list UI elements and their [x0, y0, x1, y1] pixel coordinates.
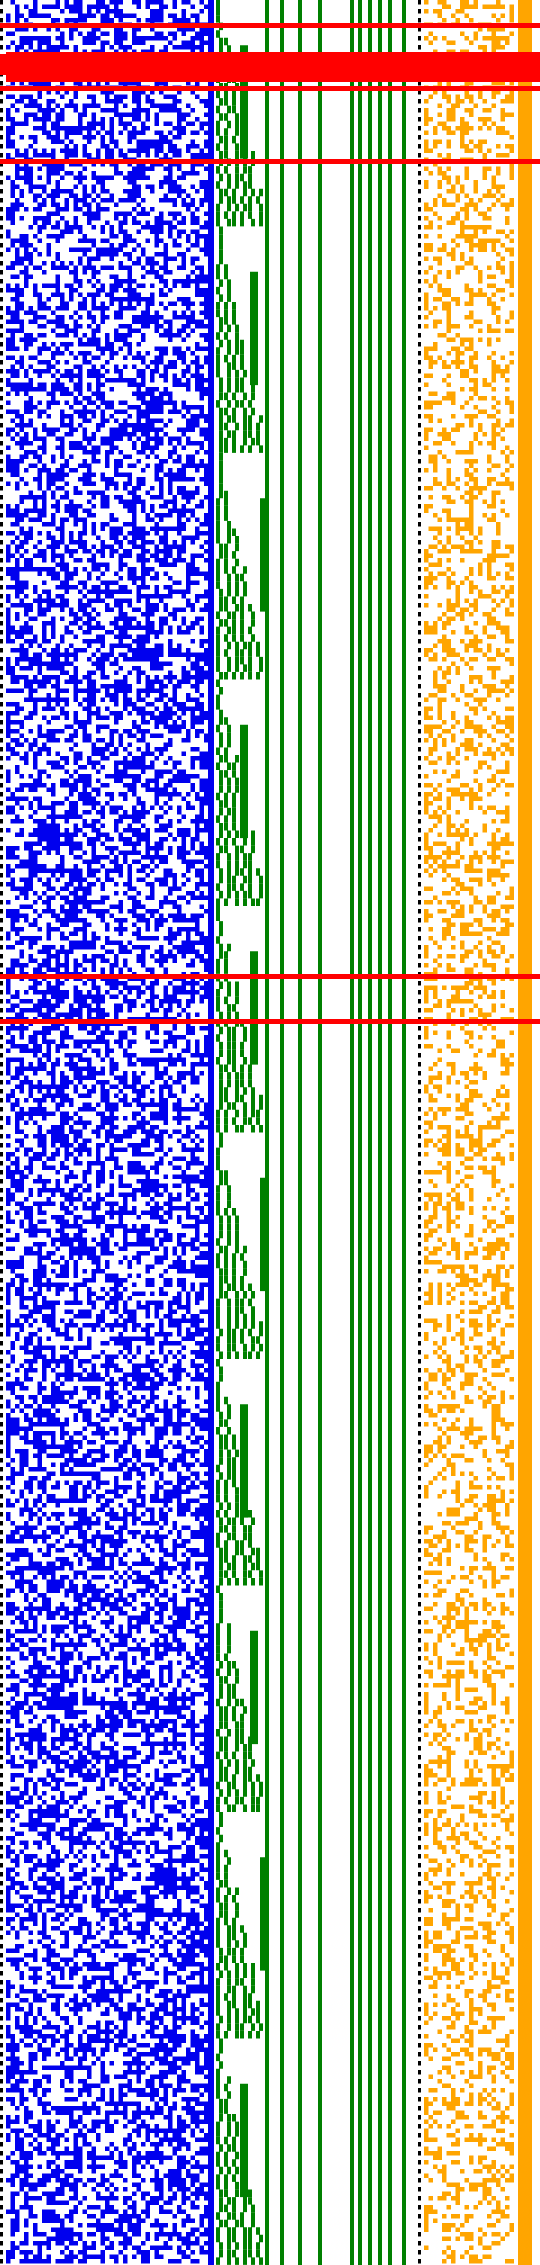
pixel-run	[216, 0, 406, 2265]
noise-region	[6, 0, 214, 2265]
highlight-band	[6, 52, 540, 82]
pixel-run	[424, 0, 514, 2264]
left-dotted-border	[0, 0, 3, 2264]
highlight-row	[0, 23, 540, 28]
noise-boundary	[208, 0, 214, 2265]
pixel-run	[6, 0, 209, 2264]
highlight-row	[0, 159, 540, 164]
bits-region	[424, 0, 532, 2265]
right-dotted-border	[418, 0, 421, 2264]
pixel-run	[0, 0, 3, 2264]
highlight-row	[0, 974, 540, 979]
highlight-row	[0, 86, 540, 91]
tree-region	[216, 0, 406, 2265]
pixel-run	[418, 0, 421, 2264]
highlight-row	[0, 1019, 540, 1024]
bits-bar	[518, 0, 532, 2265]
highlight-rows	[0, 23, 540, 1024]
